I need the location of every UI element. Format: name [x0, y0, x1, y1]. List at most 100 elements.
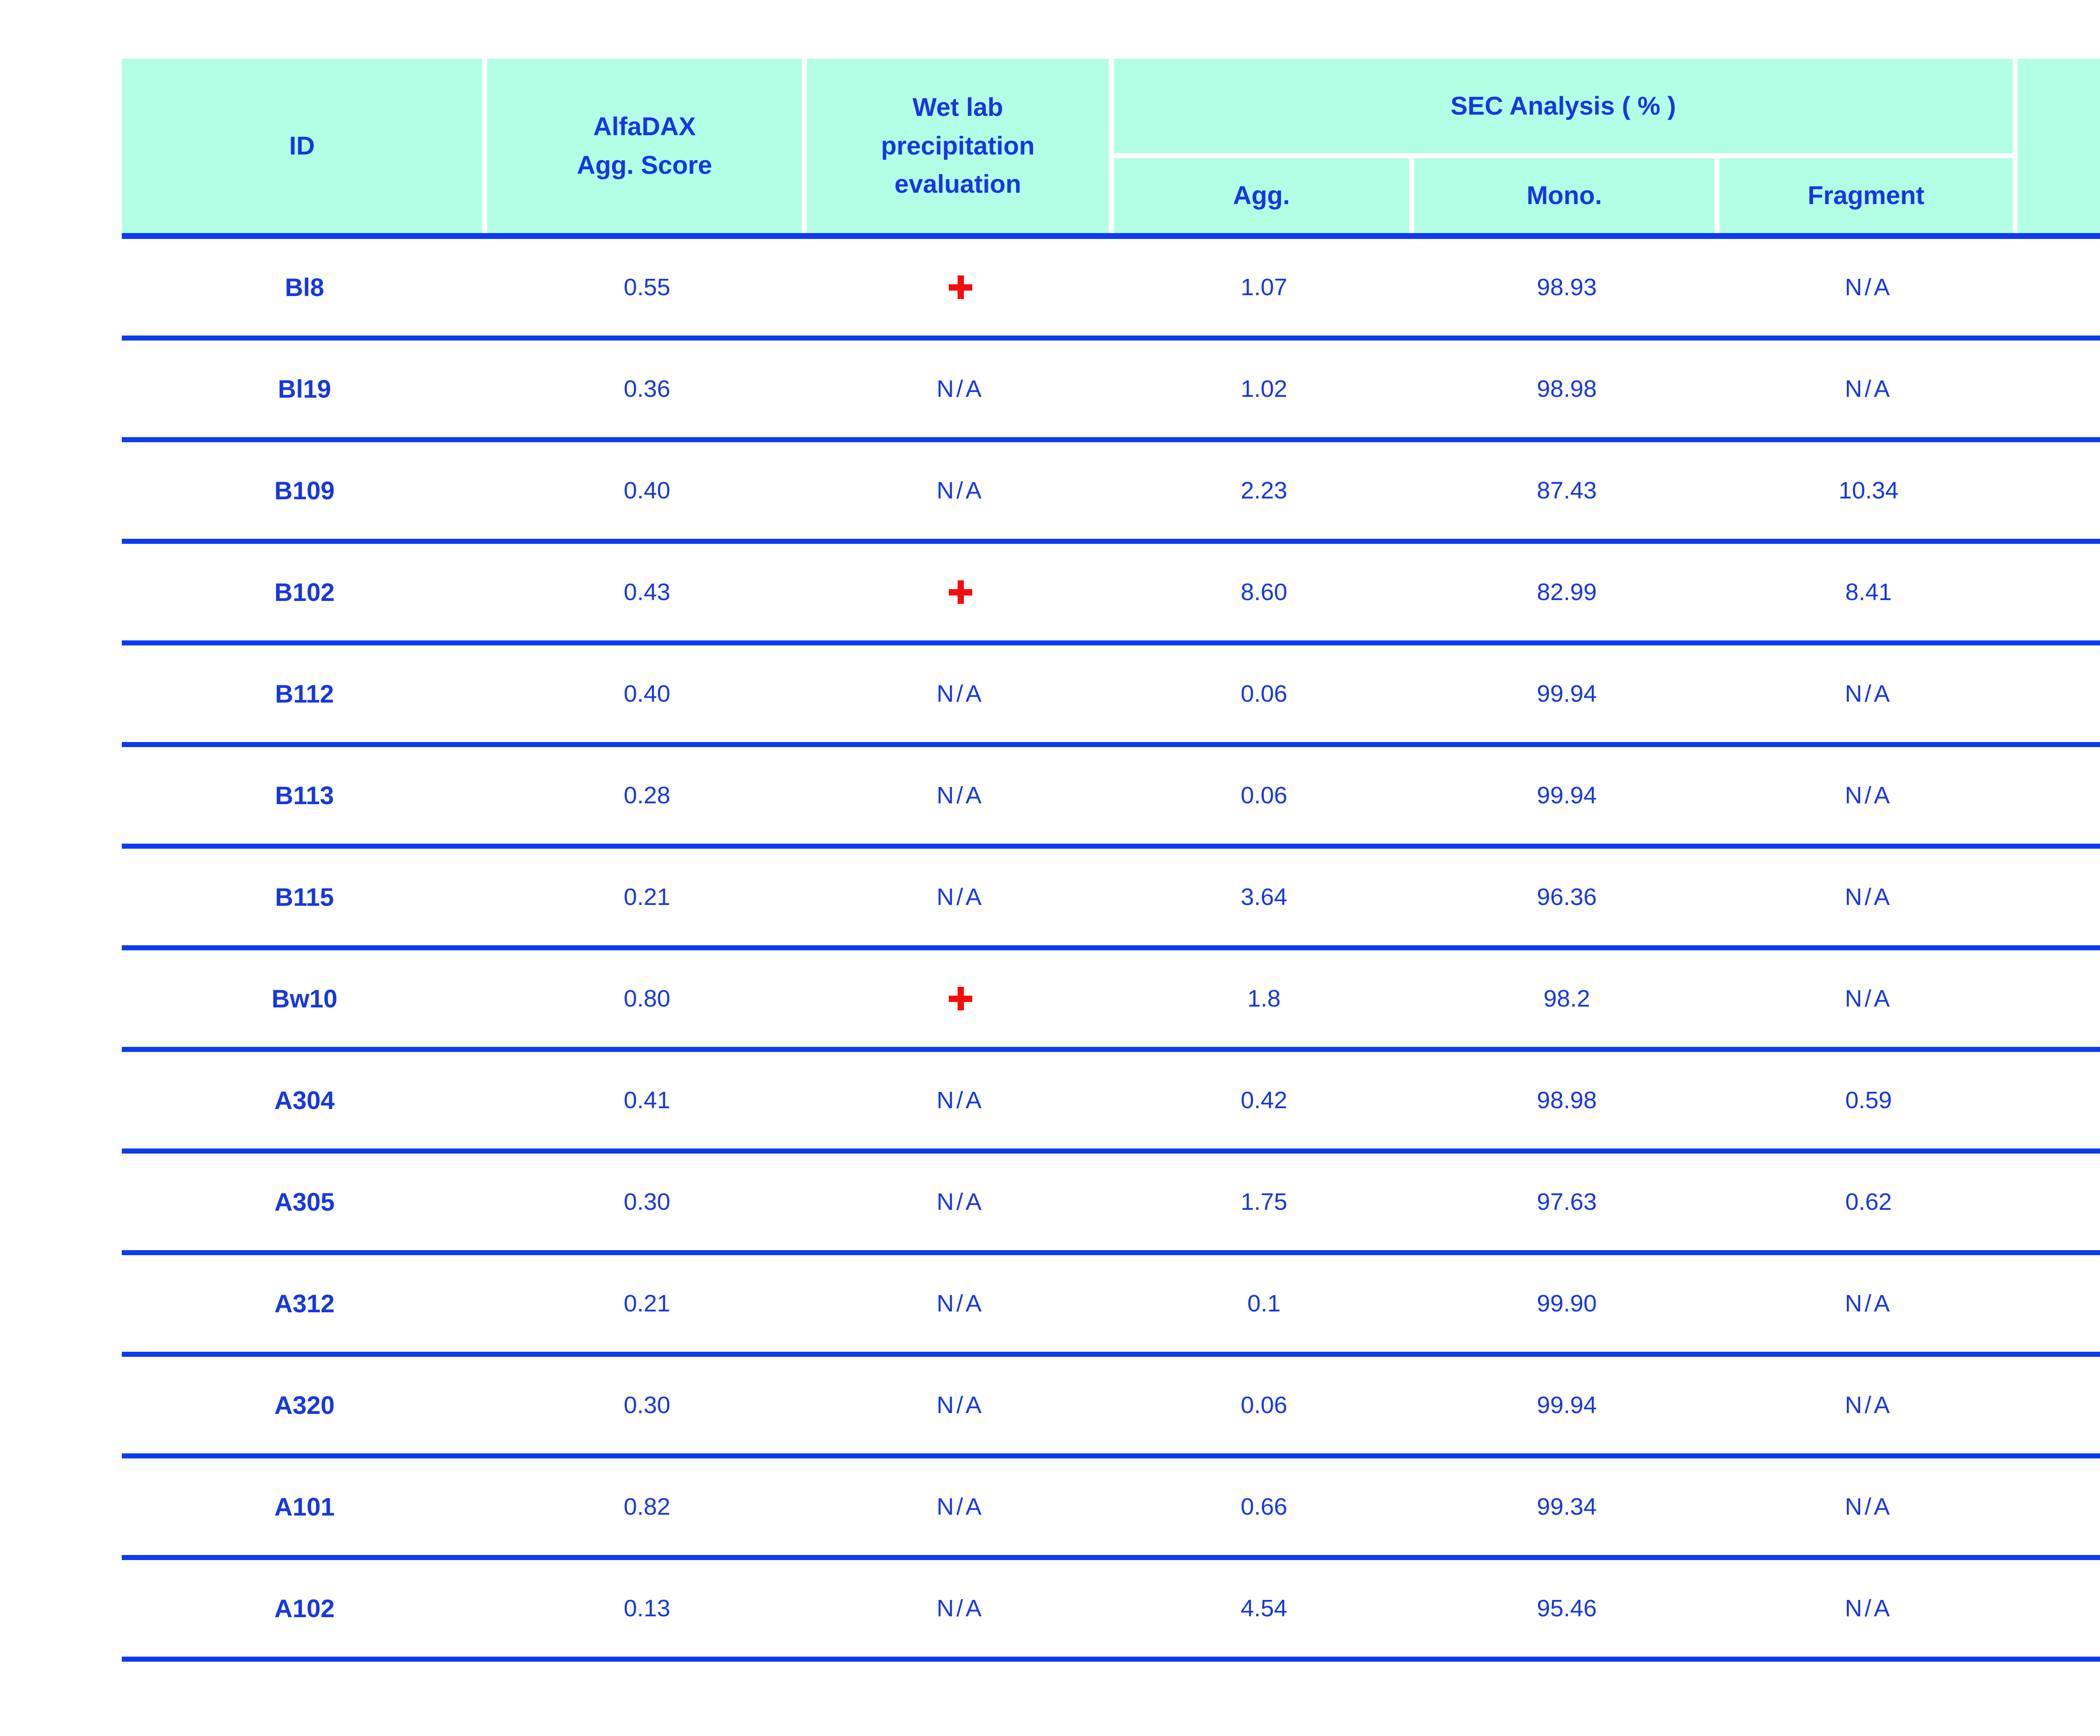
table-row: A101 0.82 N/A 0.66 99.34 N/A √ A101	[122, 1458, 2100, 1560]
sec-mono-value: 96.36	[1537, 884, 1597, 910]
prediction-accuracy-cell: √	[2018, 849, 2100, 945]
table-row: A320 0.30 N/A 0.06 99.94 N/A √ A320	[122, 1357, 2100, 1458]
header-sec-mono-label: Mono.	[1526, 181, 1602, 210]
sec-agg-value: 1.02	[1241, 375, 1287, 402]
wetlab-value: N/A	[936, 1290, 984, 1317]
sec-fragment-value: N/A	[1845, 1595, 1893, 1622]
sec-fragment-value: 8.41	[1845, 579, 1892, 606]
table-header: ID AlfaDAX Agg. Score Wet lab precipitat…	[122, 59, 2100, 233]
wetlab-value: N/A	[936, 477, 984, 504]
wetlab-value: N/A	[936, 680, 984, 707]
wetlab-value: N/A	[936, 1595, 984, 1622]
wetlab-value-cell: N/A	[807, 1255, 1114, 1352]
wetlab-value: N/A	[936, 1493, 984, 1520]
sec-fragment-value: N/A	[1845, 1392, 1893, 1419]
prediction-accuracy-cell: √	[2018, 1560, 2100, 1657]
table-row: Bw10 0.80 + 1.8 98.2 N/A √ Bw10	[122, 950, 2100, 1052]
agg-score-value: 0.80	[624, 985, 670, 1012]
header-alfadax-line1: AlfaDAX	[593, 112, 696, 141]
sec-mono-value: 98.98	[1537, 1087, 1597, 1114]
header-sec-agg-label: Agg.	[1233, 181, 1290, 210]
row-id: B112	[275, 679, 334, 708]
table-row: Bl8 0.55 + 1.07 98.93 N/A √ Bl8	[122, 239, 2100, 341]
agg-score-value: 0.30	[624, 1188, 670, 1215]
header-prediction-accuracy: Prediction Accuracy	[2018, 59, 2100, 233]
wetlab-value: N/A	[936, 1087, 984, 1114]
sec-fragment-value: N/A	[1845, 375, 1893, 402]
prediction-accuracy-cell: √	[2018, 1458, 2100, 1555]
table-row: B115 0.21 N/A 3.64 96.36 N/A √ B115	[122, 849, 2100, 950]
table-row: B102 0.43 + 8.60 82.99 8.41 √ B102	[122, 544, 2100, 645]
row-id: A305	[274, 1188, 335, 1216]
sec-fragment-value: N/A	[1845, 985, 1893, 1012]
agg-score-value: 0.43	[624, 579, 670, 606]
header-wetlab-line1: Wet lab	[912, 93, 1003, 122]
sec-mono-value: 98.2	[1544, 985, 1590, 1012]
prediction-accuracy-cell: √	[2018, 645, 2100, 742]
prediction-accuracy-cell: √	[2018, 1357, 2100, 1453]
sec-agg-value: 4.54	[1241, 1595, 1287, 1622]
prediction-accuracy-cell: √	[2018, 239, 2100, 336]
wetlab-value-cell: N/A	[807, 1560, 1114, 1657]
sec-fragment-value: N/A	[1845, 274, 1893, 301]
wetlab-value-cell: N/A	[807, 1357, 1114, 1453]
row-id: A102	[274, 1594, 335, 1623]
sec-fragment-value: N/A	[1845, 680, 1893, 707]
sec-mono-value: 98.98	[1537, 375, 1597, 402]
wetlab-value: N/A	[936, 782, 984, 809]
wetlab-value: N/A	[936, 375, 984, 402]
sec-mono-value: 87.43	[1537, 477, 1597, 504]
header-divider-line	[122, 233, 2100, 239]
wetlab-value-cell: N/A	[807, 1154, 1114, 1250]
wetlab-value-cell: N/A	[807, 1052, 1114, 1149]
agg-score-value: 0.13	[624, 1595, 670, 1622]
agg-score-value: 0.82	[624, 1493, 670, 1520]
agg-score-value: 0.21	[624, 884, 670, 910]
wetlab-value-cell: N/A	[807, 442, 1114, 539]
prediction-accuracy-cell: √	[2018, 341, 2100, 437]
plus-icon	[948, 275, 972, 299]
sec-agg-value: 8.60	[1241, 579, 1287, 606]
sec-agg-value: 0.06	[1241, 782, 1287, 809]
sec-agg-value: 0.06	[1241, 680, 1287, 707]
table-row: A305 0.30 N/A 1.75 97.63 0.62 √ A305	[122, 1154, 2100, 1255]
wetlab-value-cell: +	[807, 950, 1114, 1047]
header-sec-analysis: SEC Analysis ( % )	[1114, 59, 2013, 153]
header-wetlab-line2: precipitation	[881, 131, 1035, 160]
prediction-accuracy-cell: √	[2018, 544, 2100, 640]
agg-score-value: 0.40	[624, 477, 670, 504]
table-row: Bl19 0.36 N/A 1.02 98.98 N/A √ Bl19	[122, 341, 2100, 442]
table-row: B113 0.28 N/A 0.06 99.94 N/A √ B113	[122, 747, 2100, 849]
table-row: A304 0.41 N/A 0.42 98.98 0.59 √ A304	[122, 1052, 2100, 1154]
sec-fragment-value: 0.62	[1845, 1188, 1892, 1215]
agg-score-value: 0.30	[624, 1392, 670, 1419]
sec-fragment-value: 10.34	[1838, 477, 1899, 504]
prediction-accuracy-cell: √	[2018, 950, 2100, 1047]
prediction-accuracy-cell: √	[2018, 1154, 2100, 1250]
sec-mono-value: 99.90	[1537, 1290, 1597, 1317]
row-id: A320	[274, 1391, 335, 1419]
header-sec-agg: Agg.	[1114, 158, 1409, 233]
sec-fragment-value: N/A	[1845, 884, 1893, 910]
table-row: B112 0.40 N/A 0.06 99.94 N/A √ B112	[122, 645, 2100, 747]
sec-mono-value: 97.63	[1537, 1188, 1597, 1215]
header-alfadax-line2: Agg. Score	[577, 150, 712, 179]
row-id: A312	[274, 1289, 335, 1318]
wetlab-value: N/A	[936, 1392, 984, 1419]
prediction-accuracy-cell: √	[2018, 747, 2100, 844]
wetlab-value-cell: +	[807, 544, 1114, 640]
wetlab-value-cell: N/A	[807, 1458, 1114, 1555]
agg-score-value: 0.41	[624, 1087, 670, 1114]
sec-fragment-value: 0.59	[1845, 1087, 1892, 1114]
agg-score-value: 0.28	[624, 782, 670, 809]
sec-mono-value: 99.94	[1537, 782, 1597, 809]
row-id: B102	[274, 578, 335, 606]
header-sec-fragment-label: Fragment	[1808, 181, 1924, 210]
header-sec-fragment: Fragment	[1719, 158, 2013, 233]
header-id: ID	[122, 59, 482, 233]
sec-mono-value: 99.94	[1537, 680, 1597, 707]
agg-score-value: 0.55	[624, 274, 670, 301]
prediction-accuracy-cell: √	[2018, 1255, 2100, 1352]
table-row: A102 0.13 N/A 4.54 95.46 N/A √ A102	[122, 1560, 2100, 1662]
